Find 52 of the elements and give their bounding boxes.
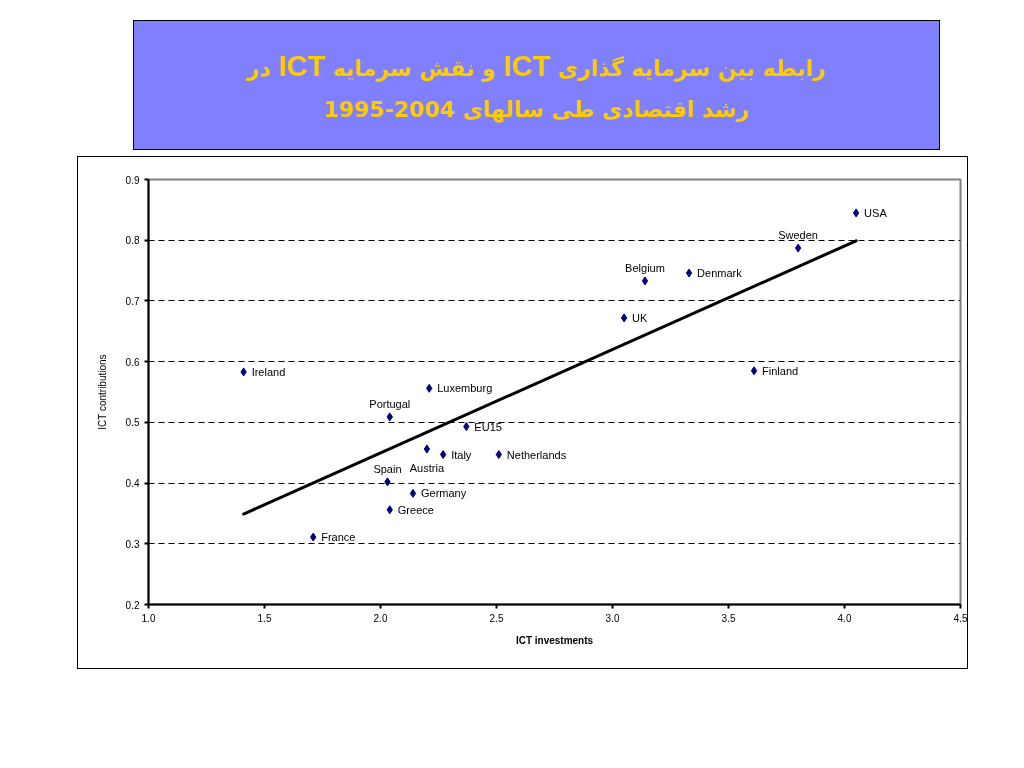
y-tick-label: 0.7 xyxy=(125,295,140,307)
annotation: Luxemburg xyxy=(437,382,493,395)
point xyxy=(409,488,417,498)
point xyxy=(386,412,393,422)
annotation: Denmark xyxy=(697,267,743,279)
annotation: Germany xyxy=(421,487,467,500)
point xyxy=(240,367,247,377)
annotation: France xyxy=(321,531,356,544)
point xyxy=(794,243,802,253)
annotation: Greece xyxy=(397,503,434,516)
y-tick-label: 0.4 xyxy=(125,478,140,490)
x-tick-label: 1.5 xyxy=(257,612,272,624)
annotation: Belgium xyxy=(625,261,665,274)
point xyxy=(620,313,628,323)
annotation: Italy xyxy=(451,448,472,461)
y-tick-label: 0.3 xyxy=(125,538,140,550)
y-tick-label: 0.8 xyxy=(125,235,140,247)
point xyxy=(384,477,391,487)
point xyxy=(310,532,317,542)
x-tick-label: 3.5 xyxy=(721,612,736,624)
annotation: Netherlands xyxy=(506,448,567,461)
y-tick-label: 0.2 xyxy=(125,599,140,611)
annotation: UK xyxy=(632,311,649,324)
x-tick-label: 4.5 xyxy=(953,612,968,624)
x-tick-label: 4.0 xyxy=(837,612,852,624)
annotation: EU15 xyxy=(474,420,502,433)
annotation: Portugal xyxy=(369,397,411,410)
x-tick-label: 2.0 xyxy=(373,612,388,624)
y-axis-title: ICT contributions xyxy=(96,354,108,430)
y-tick-label: 0.6 xyxy=(125,356,140,368)
point xyxy=(426,383,433,393)
point xyxy=(495,450,502,460)
point xyxy=(750,366,758,376)
x-tick-label: 3.0 xyxy=(605,612,620,624)
x-tick-label: 2.5 xyxy=(489,612,504,624)
point xyxy=(852,208,860,218)
x-tick-label: 1.0 xyxy=(141,612,156,624)
point xyxy=(463,422,470,432)
annotation: Austria xyxy=(409,462,445,475)
annotation: Ireland xyxy=(251,365,286,378)
y-tick-label: 0.5 xyxy=(125,417,140,429)
y-tick-label: 0.9 xyxy=(125,174,140,186)
point xyxy=(386,505,393,515)
annotation: USA xyxy=(864,206,888,219)
annotation: Finland xyxy=(762,364,799,377)
point xyxy=(685,268,693,278)
annotation: Sweden xyxy=(778,229,818,242)
point xyxy=(439,450,447,460)
point xyxy=(423,444,431,454)
point xyxy=(641,276,649,286)
x-axis-title: ICT investments xyxy=(515,634,594,646)
annotation: Spain xyxy=(373,462,402,475)
